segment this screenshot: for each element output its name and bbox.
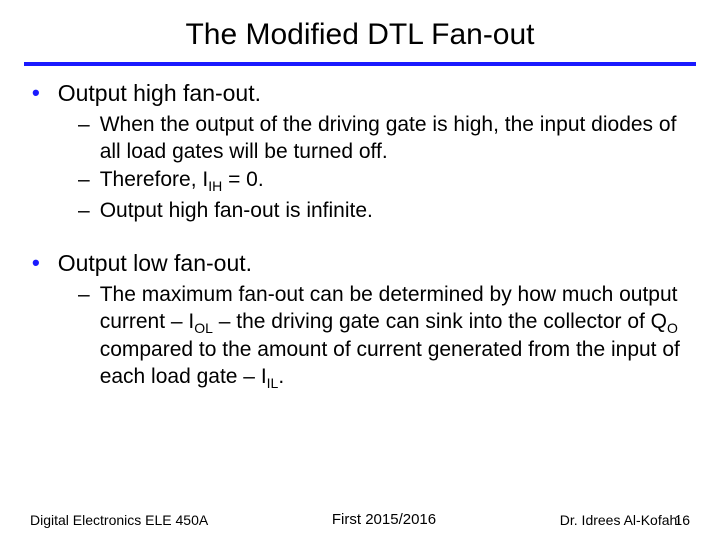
sub-text: When the output of the driving gate is h… — [100, 112, 684, 165]
sub-item: – Output high fan-out is infinite. — [78, 198, 684, 224]
sub-text: Output high fan-out is infinite. — [100, 198, 373, 224]
slide: The Modified DTL Fan-out • Output high f… — [0, 0, 720, 540]
footer: Digital Electronics ELE 450A First 2015/… — [0, 511, 720, 528]
sub-item: – Therefore, IIH = 0. — [78, 167, 684, 196]
footer-author: Dr. Idrees Al-Kofahi — [560, 512, 681, 528]
bullet-icon: • — [32, 250, 40, 276]
dash-icon: – — [78, 198, 90, 224]
sub-item: – When the output of the driving gate is… — [78, 112, 684, 165]
bullet-item-2: • Output low fan-out. — [54, 250, 684, 276]
sub-text: Therefore, IIH = 0. — [100, 167, 264, 196]
bullet-item-1: • Output high fan-out. — [54, 80, 684, 106]
footer-right: Dr. Idrees Al-Kofahi16 — [560, 512, 690, 528]
dash-icon: – — [78, 167, 90, 193]
title-underline — [24, 62, 696, 66]
bullet-text-1: Output high fan-out. — [58, 80, 261, 106]
bullet-icon: • — [32, 80, 40, 106]
content-area: • Output high fan-out. – When the output… — [0, 80, 720, 392]
dash-icon: – — [78, 112, 90, 138]
sub-list-1: – When the output of the driving gate is… — [54, 112, 684, 223]
footer-left: Digital Electronics ELE 450A — [30, 512, 208, 528]
dash-icon: – — [78, 282, 90, 308]
bullet-text-2: Output low fan-out. — [58, 250, 252, 276]
footer-center: First 2015/2016 — [332, 511, 436, 528]
sub-item: – The maximum fan-out can be determined … — [78, 282, 684, 392]
sub-list-2: – The maximum fan-out can be determined … — [54, 282, 684, 392]
sub-text: The maximum fan-out can be determined by… — [100, 282, 684, 392]
slide-title: The Modified DTL Fan-out — [0, 18, 720, 62]
footer-page: 16 — [674, 512, 690, 528]
